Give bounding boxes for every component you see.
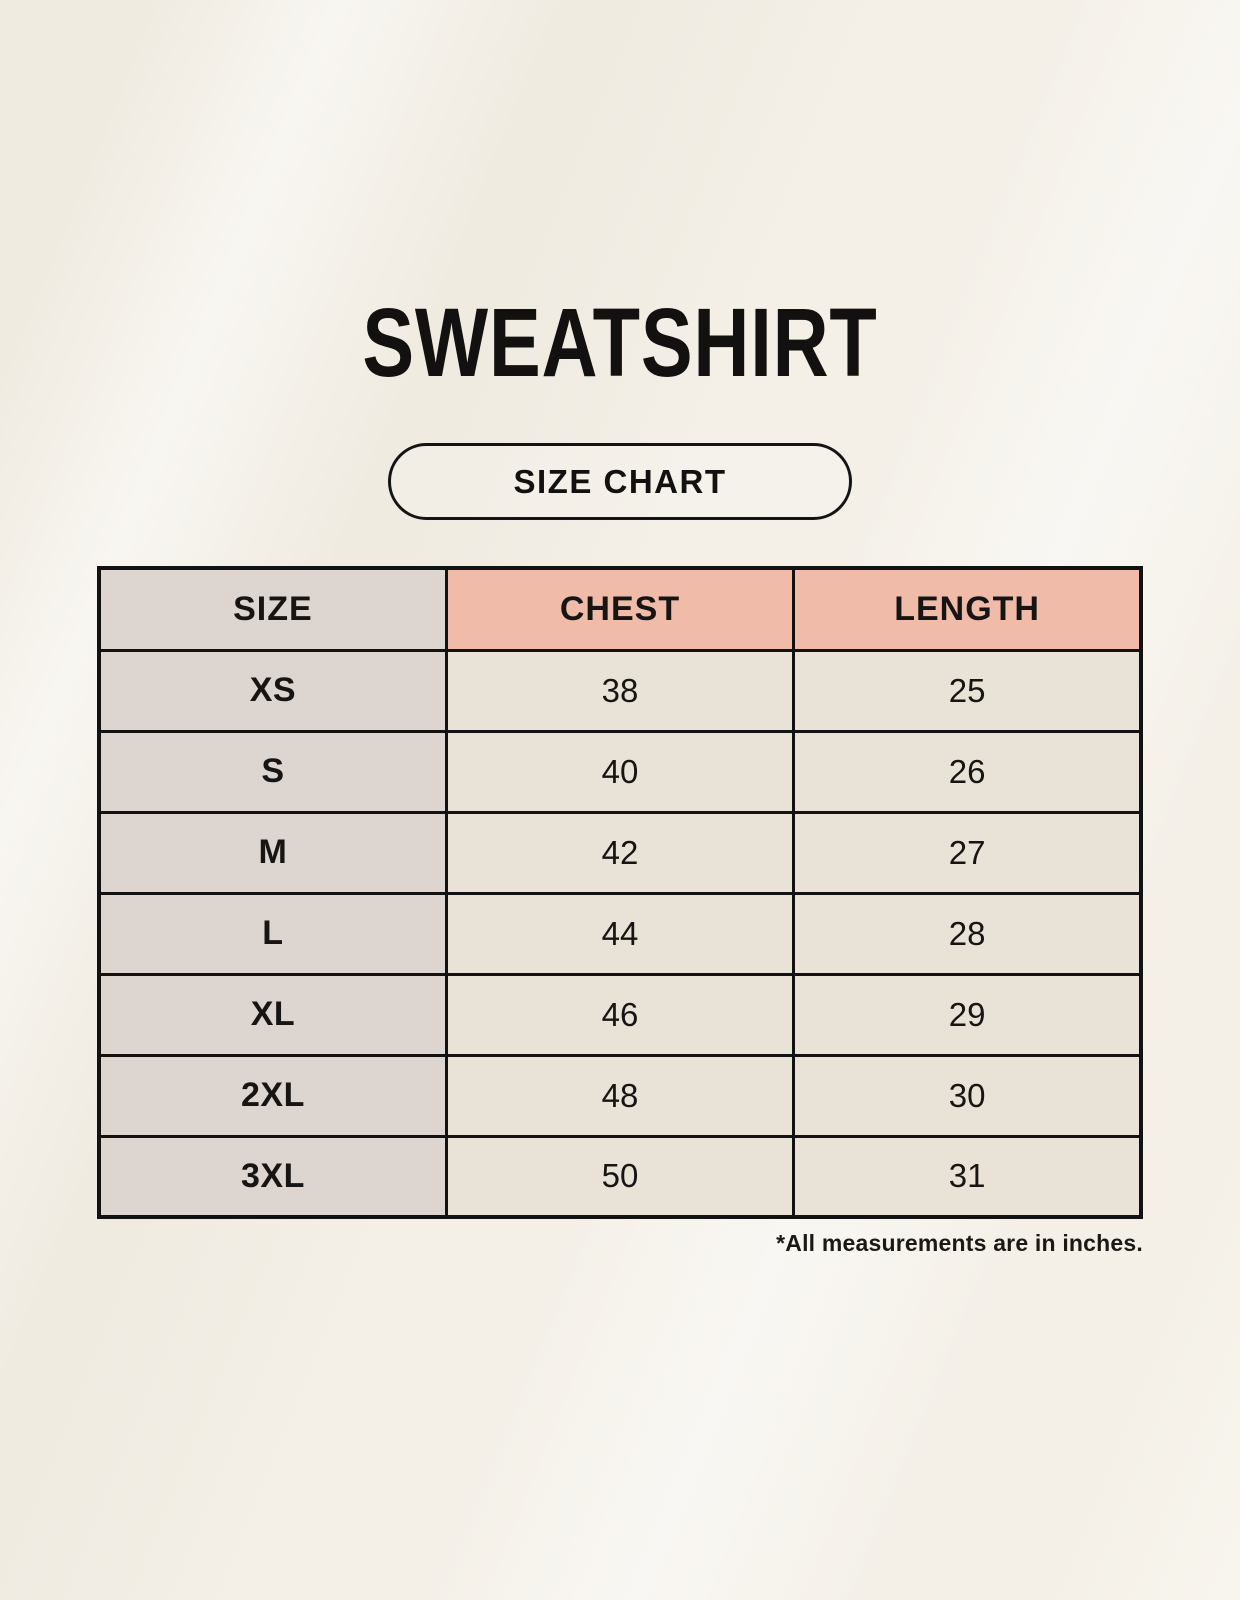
table-row-m: M 42 27 (97, 810, 1143, 895)
size-chart-badge: SIZE CHART (388, 443, 852, 520)
column-header-length: LENGTH (792, 566, 1143, 652)
cell-size: XL (97, 972, 448, 1057)
size-table: SIZE CHEST LENGTH XS 38 25 S 40 26 M (97, 566, 1143, 1219)
size-chart-page: SWEATSHIRT SIZE CHART SIZE CHEST LENGTH … (97, 288, 1143, 1257)
size-chart-badge-label: SIZE CHART (513, 462, 727, 500)
table-header-row: SIZE CHEST LENGTH (97, 566, 1143, 652)
size-table-container: SIZE CHEST LENGTH XS 38 25 S 40 26 M (97, 566, 1143, 1257)
table-row-xs: XS 38 25 (97, 648, 1143, 733)
cell-length: 30 (792, 1053, 1143, 1138)
measurements-footnote: *All measurements are in inches. (776, 1230, 1143, 1256)
table-row-l: L 44 28 (97, 891, 1143, 976)
cell-chest: 48 (444, 1053, 796, 1138)
cell-size: M (97, 810, 448, 895)
cell-length: 31 (792, 1134, 1143, 1219)
cell-chest: 38 (444, 648, 796, 733)
table-row-s: S 40 26 (97, 729, 1143, 814)
cell-length: 29 (792, 972, 1143, 1057)
cell-chest: 40 (444, 729, 796, 814)
cell-size: S (97, 729, 448, 814)
cell-chest: 46 (444, 972, 796, 1057)
cell-length: 28 (792, 891, 1143, 976)
table-row-2xl: 2XL 48 30 (97, 1053, 1143, 1138)
cell-chest: 42 (444, 810, 796, 895)
cell-chest: 44 (444, 891, 796, 976)
table-row-3xl: 3XL 50 31 (97, 1134, 1143, 1219)
cell-size: 2XL (97, 1053, 448, 1138)
column-header-size: SIZE (97, 566, 448, 652)
table-row-xl: XL 46 29 (97, 972, 1143, 1057)
cell-size: 3XL (97, 1134, 448, 1219)
cell-length: 25 (792, 648, 1143, 733)
cell-size: L (97, 891, 448, 976)
cell-length: 27 (792, 810, 1143, 895)
cell-length: 26 (792, 729, 1143, 814)
cell-size: XS (97, 648, 448, 733)
column-header-chest: CHEST (444, 566, 796, 652)
page-title: SWEATSHIRT (362, 288, 878, 397)
cell-chest: 50 (444, 1134, 796, 1219)
